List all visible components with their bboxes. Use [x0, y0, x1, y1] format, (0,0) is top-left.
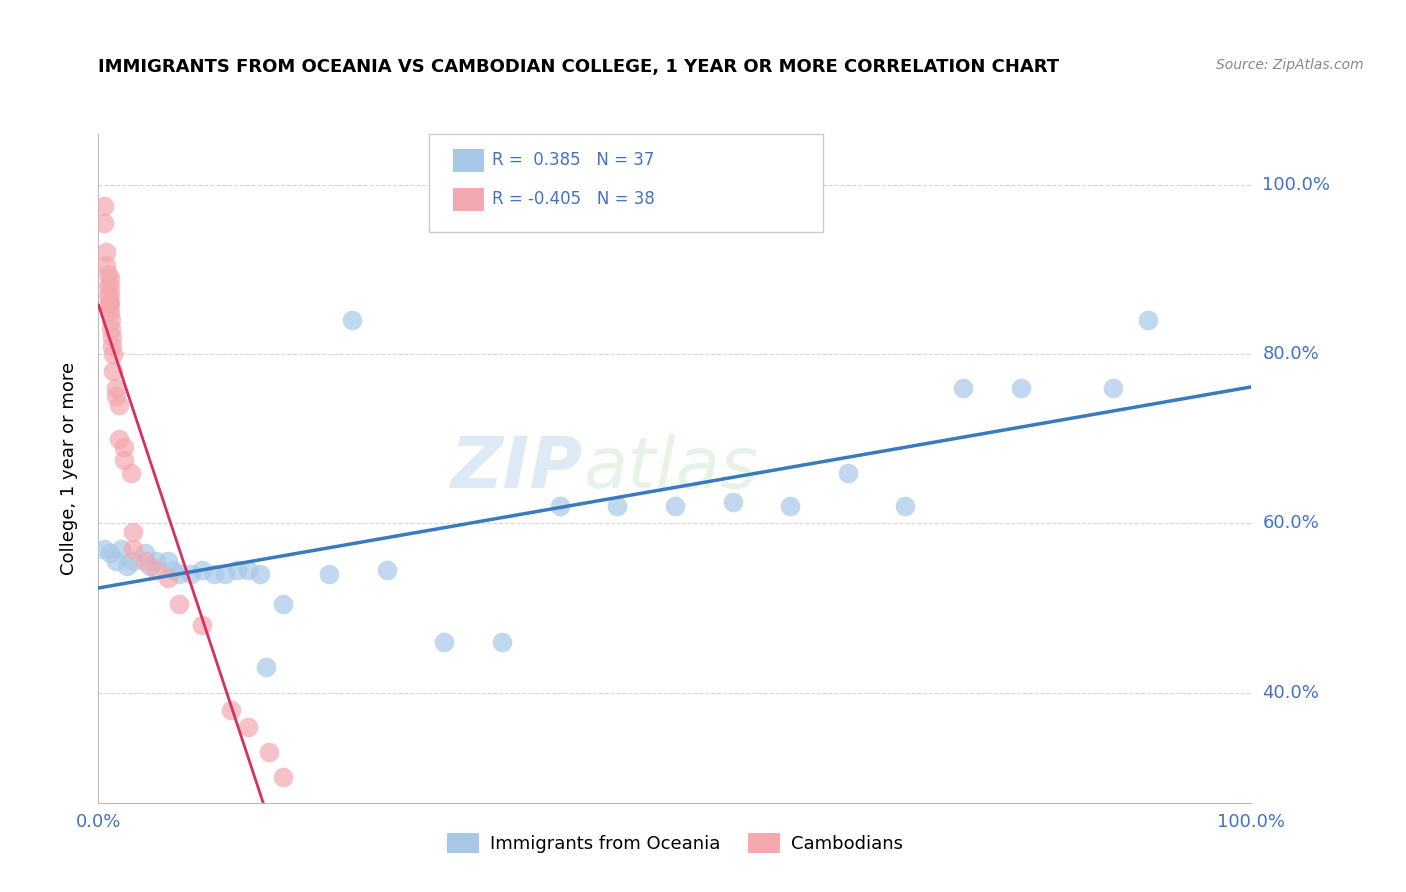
- Point: [120, 466, 142, 480]
- Point: [191, 618, 214, 632]
- Y-axis label: College, 1 year or more: College, 1 year or more: [59, 362, 77, 574]
- Point: [318, 567, 340, 582]
- Point: [97, 301, 120, 315]
- Point: [219, 703, 242, 717]
- Text: 60.0%: 60.0%: [1263, 515, 1319, 533]
- Point: [104, 381, 127, 395]
- Point: [894, 500, 917, 514]
- Point: [254, 660, 277, 674]
- Point: [98, 304, 121, 318]
- Point: [548, 500, 571, 514]
- Point: [664, 500, 686, 514]
- Point: [100, 313, 122, 327]
- Point: [104, 554, 127, 568]
- Point: [100, 321, 122, 335]
- Point: [112, 440, 135, 454]
- Point: [156, 554, 179, 568]
- Point: [93, 216, 115, 230]
- Point: [98, 270, 121, 285]
- Text: Source: ZipAtlas.com: Source: ZipAtlas.com: [1216, 58, 1364, 72]
- Point: [167, 567, 190, 582]
- Point: [134, 546, 156, 560]
- Point: [103, 347, 125, 361]
- Point: [93, 541, 115, 556]
- Point: [122, 554, 145, 568]
- Point: [1136, 313, 1159, 327]
- Point: [257, 745, 280, 759]
- Text: 100.0%: 100.0%: [1263, 176, 1330, 194]
- Point: [271, 771, 294, 785]
- Point: [103, 364, 125, 378]
- Text: IMMIGRANTS FROM OCEANIA VS CAMBODIAN COLLEGE, 1 YEAR OR MORE CORRELATION CHART: IMMIGRANTS FROM OCEANIA VS CAMBODIAN COL…: [98, 58, 1060, 76]
- Point: [145, 554, 167, 568]
- Point: [721, 495, 744, 509]
- Point: [238, 563, 260, 577]
- Point: [117, 558, 138, 573]
- Point: [98, 546, 121, 560]
- Point: [1010, 381, 1032, 395]
- Point: [98, 287, 121, 301]
- Point: [93, 199, 115, 213]
- Point: [104, 389, 127, 403]
- Text: ZIP: ZIP: [450, 434, 582, 503]
- Point: [238, 720, 260, 734]
- Point: [97, 279, 120, 293]
- Point: [375, 563, 398, 577]
- Point: [433, 635, 456, 649]
- Point: [162, 563, 184, 577]
- Point: [134, 554, 156, 568]
- Text: 40.0%: 40.0%: [1263, 683, 1319, 702]
- Point: [1102, 381, 1125, 395]
- Point: [97, 296, 120, 310]
- Point: [249, 567, 271, 582]
- Text: R = -0.405   N = 38: R = -0.405 N = 38: [492, 190, 655, 208]
- Point: [225, 563, 247, 577]
- Point: [122, 541, 145, 556]
- Point: [271, 597, 294, 611]
- Point: [180, 567, 202, 582]
- Text: R =  0.385   N = 37: R = 0.385 N = 37: [492, 151, 654, 169]
- Point: [101, 330, 124, 344]
- Point: [837, 466, 859, 480]
- Point: [191, 563, 214, 577]
- Point: [112, 453, 135, 467]
- Point: [202, 567, 225, 582]
- Point: [101, 338, 124, 352]
- Point: [167, 597, 190, 611]
- Point: [122, 524, 145, 539]
- Point: [108, 432, 131, 446]
- Point: [340, 313, 363, 327]
- Text: 80.0%: 80.0%: [1263, 345, 1319, 363]
- Point: [97, 267, 120, 281]
- Legend: Immigrants from Oceania, Cambodians: Immigrants from Oceania, Cambodians: [440, 825, 910, 861]
- Point: [156, 571, 179, 585]
- Point: [606, 500, 628, 514]
- Point: [98, 296, 121, 310]
- Point: [952, 381, 974, 395]
- Point: [98, 279, 121, 293]
- Text: atlas: atlas: [582, 434, 758, 503]
- Point: [779, 500, 801, 514]
- Point: [491, 635, 513, 649]
- Point: [214, 567, 236, 582]
- Point: [108, 398, 131, 412]
- Point: [97, 287, 120, 301]
- Point: [96, 258, 118, 272]
- Point: [145, 563, 167, 577]
- Point: [110, 541, 132, 556]
- Point: [96, 245, 118, 260]
- Point: [139, 558, 162, 573]
